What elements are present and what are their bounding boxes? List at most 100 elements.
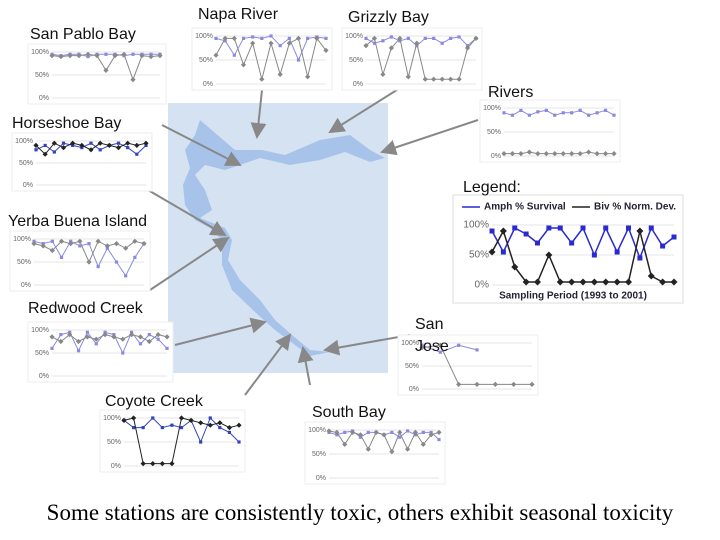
point bbox=[104, 243, 110, 249]
station-label: Horseshoe Bay bbox=[12, 115, 122, 132]
point bbox=[208, 416, 212, 420]
arrow bbox=[244, 333, 292, 396]
point bbox=[59, 333, 63, 337]
point bbox=[586, 149, 592, 155]
y-tick-label: 0% bbox=[316, 475, 326, 482]
point bbox=[579, 278, 587, 286]
point bbox=[214, 36, 218, 40]
point bbox=[125, 140, 131, 146]
point bbox=[58, 54, 64, 60]
point bbox=[381, 432, 387, 438]
point bbox=[50, 239, 54, 243]
point bbox=[324, 36, 328, 40]
point bbox=[577, 151, 583, 157]
point bbox=[625, 278, 632, 286]
point bbox=[501, 151, 507, 157]
point bbox=[112, 53, 118, 59]
point bbox=[43, 143, 47, 147]
point bbox=[591, 252, 597, 258]
y-tick-label: 100% bbox=[31, 327, 49, 334]
point bbox=[373, 429, 379, 435]
point bbox=[76, 53, 82, 59]
point bbox=[590, 278, 598, 286]
point bbox=[169, 461, 175, 467]
y-tick-label: 0% bbox=[39, 95, 49, 102]
point bbox=[529, 381, 535, 387]
point bbox=[475, 348, 479, 352]
point bbox=[95, 238, 101, 244]
point bbox=[568, 278, 576, 286]
point bbox=[76, 349, 81, 353]
point bbox=[474, 381, 480, 387]
point bbox=[509, 151, 516, 157]
point bbox=[519, 108, 523, 112]
point bbox=[371, 35, 378, 41]
point bbox=[499, 227, 507, 235]
point bbox=[456, 381, 462, 387]
point bbox=[437, 342, 443, 348]
point bbox=[93, 336, 99, 342]
y-tick-label: 100% bbox=[15, 138, 33, 145]
point bbox=[456, 76, 462, 82]
point bbox=[121, 351, 125, 355]
point bbox=[102, 332, 108, 338]
point bbox=[277, 71, 283, 77]
point bbox=[363, 43, 369, 49]
point bbox=[159, 461, 165, 467]
y-tick-label: 100% bbox=[463, 220, 489, 231]
y-tick-label: 50% bbox=[469, 250, 489, 261]
point bbox=[372, 41, 377, 45]
point bbox=[420, 441, 426, 447]
point bbox=[89, 141, 93, 145]
point bbox=[323, 47, 329, 53]
point bbox=[259, 76, 265, 82]
y-tick-label: 0% bbox=[475, 280, 490, 291]
point bbox=[70, 140, 76, 146]
arrow bbox=[297, 346, 314, 386]
point bbox=[160, 426, 164, 430]
point bbox=[511, 381, 517, 387]
point bbox=[527, 113, 531, 117]
point bbox=[440, 41, 444, 45]
point bbox=[432, 36, 436, 40]
point bbox=[406, 36, 410, 40]
point bbox=[116, 141, 121, 145]
point bbox=[94, 342, 98, 346]
point bbox=[535, 240, 540, 246]
point bbox=[365, 446, 371, 452]
point bbox=[428, 432, 434, 438]
point bbox=[412, 429, 419, 435]
point bbox=[419, 345, 425, 351]
point bbox=[121, 417, 127, 423]
point bbox=[123, 245, 129, 251]
station-label: Rivers bbox=[488, 84, 534, 101]
y-tick-label: 50% bbox=[487, 129, 501, 136]
point bbox=[97, 140, 103, 146]
chart-frame bbox=[341, 27, 483, 91]
point bbox=[103, 67, 109, 73]
y-tick-label: 50% bbox=[19, 160, 33, 167]
station-label: Legend: bbox=[463, 179, 521, 196]
point bbox=[557, 225, 563, 231]
point bbox=[295, 35, 302, 41]
point bbox=[199, 440, 203, 444]
point bbox=[659, 278, 667, 286]
point bbox=[141, 426, 145, 430]
arrow bbox=[147, 189, 227, 237]
point bbox=[438, 350, 442, 354]
point bbox=[397, 35, 403, 41]
point bbox=[636, 227, 644, 235]
point bbox=[614, 249, 620, 255]
y-tick-label: 0% bbox=[491, 153, 501, 160]
point bbox=[449, 36, 453, 40]
point bbox=[86, 259, 92, 265]
point bbox=[147, 333, 151, 337]
y-tick-label: 100% bbox=[103, 415, 121, 422]
point bbox=[648, 225, 654, 231]
point bbox=[137, 334, 144, 340]
point bbox=[536, 110, 540, 114]
y-tick-label: 50% bbox=[199, 57, 213, 64]
point bbox=[269, 34, 273, 38]
